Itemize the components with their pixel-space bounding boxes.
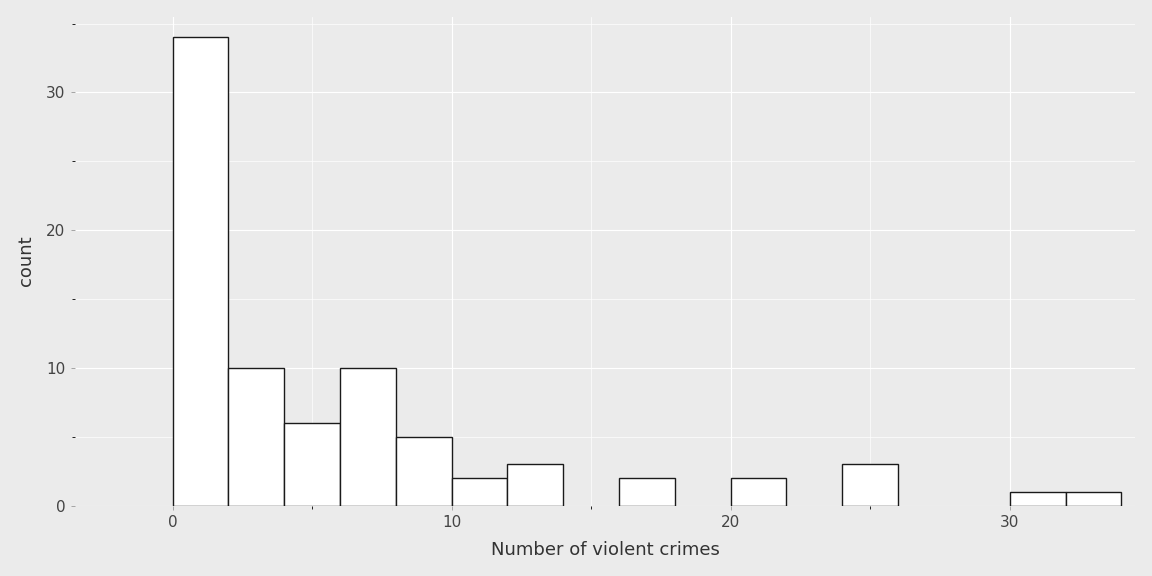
Bar [730,478,787,506]
Y-axis label: count: count [16,236,35,286]
Bar [228,368,285,506]
Bar [285,423,340,506]
Bar [619,478,675,506]
Bar [173,37,228,506]
Bar [507,464,563,506]
Bar [396,437,452,506]
Bar [1066,492,1121,506]
Bar [452,478,507,506]
Bar [842,464,899,506]
Bar [340,368,396,506]
X-axis label: Number of violent crimes: Number of violent crimes [491,541,720,559]
Bar [1010,492,1066,506]
